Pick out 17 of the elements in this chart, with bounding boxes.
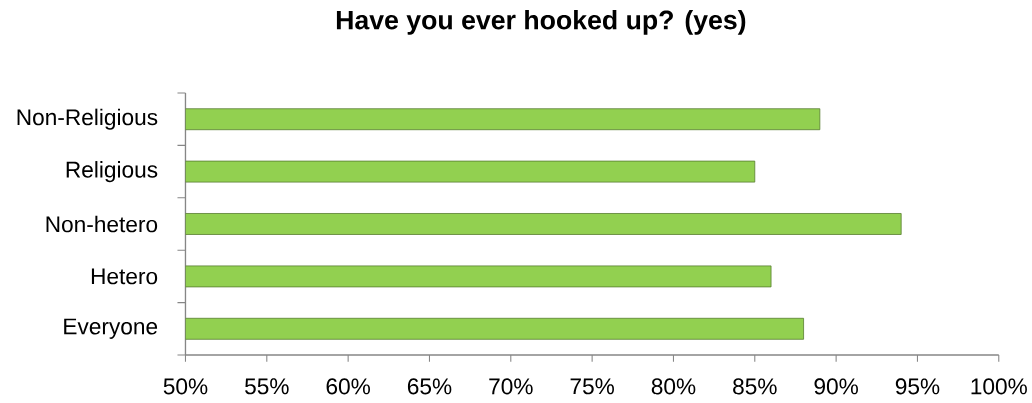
x-tick-label: 100% <box>971 378 1027 395</box>
x-tick-label: 95% <box>895 378 940 395</box>
x-tick-label: 85% <box>733 378 777 395</box>
x-tick-label: 80% <box>651 378 696 395</box>
x-tick-label: 55% <box>245 378 289 395</box>
x-tick-label: 65% <box>407 378 452 395</box>
chart-title: Have you ever hooked up? (yes) <box>336 9 746 35</box>
x-tick-label: 90% <box>814 378 858 395</box>
y-tick-label: Non-Religious <box>17 108 158 130</box>
x-tick-label: 60% <box>326 378 370 395</box>
y-tick-label: Non-hetero <box>46 215 158 233</box>
y-tick-label: Hetero <box>91 268 158 285</box>
x-tick-label: 75% <box>570 378 614 395</box>
x-tick-label: 50% <box>163 378 208 395</box>
x-tick-label: 70% <box>489 378 533 395</box>
y-tick-label: Everyone <box>64 318 158 339</box>
y-tick-label: Religious <box>66 161 158 183</box>
